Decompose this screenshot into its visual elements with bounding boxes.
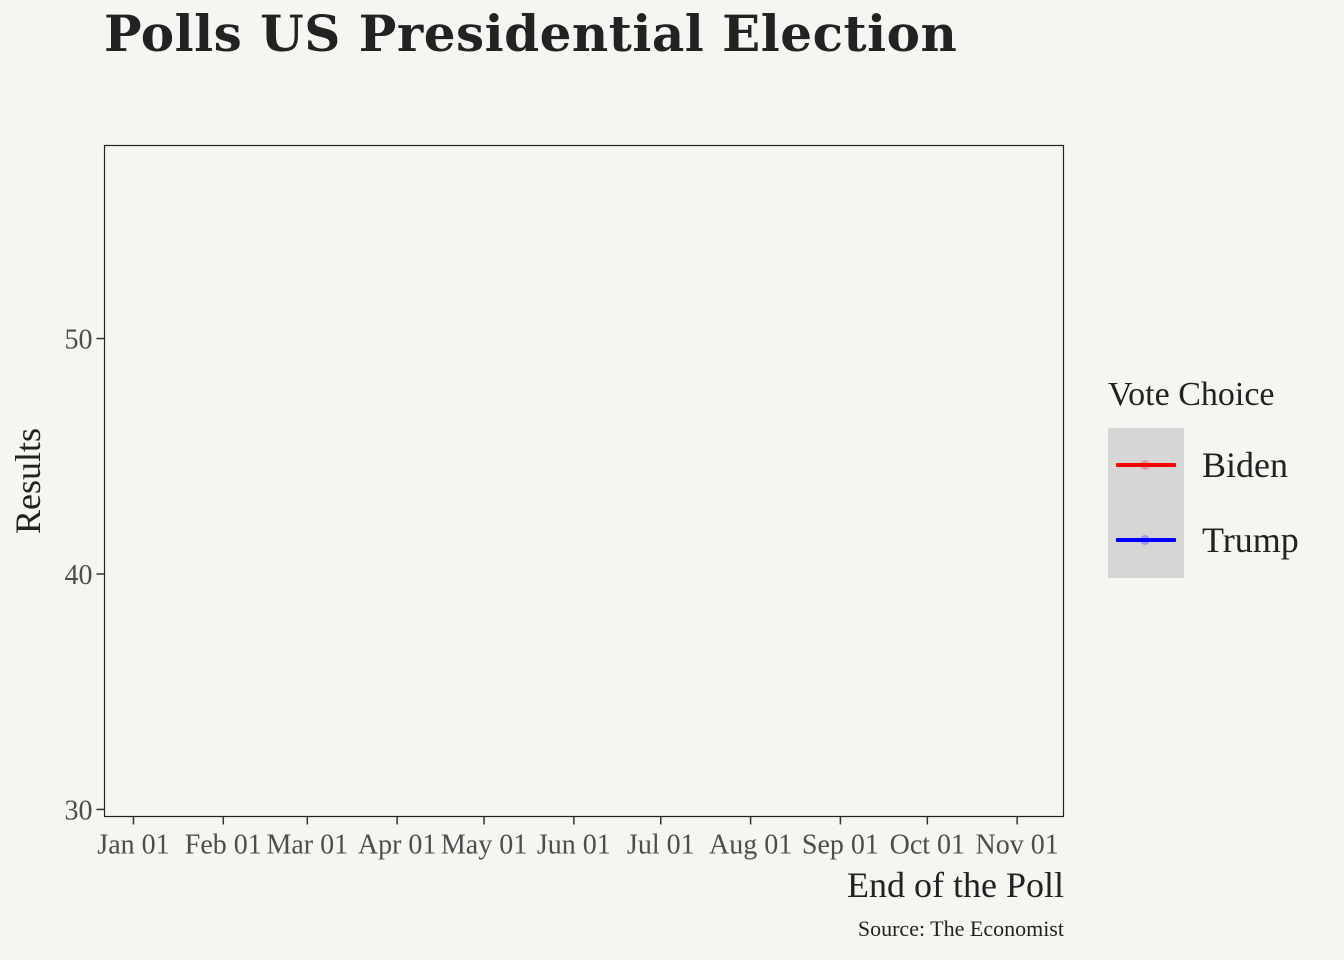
legend-point-trump [1140,535,1150,545]
x-tick-label: Apr 01 [358,830,437,861]
plot-panel [103,144,1065,818]
x-tick-label: Oct 01 [890,830,965,861]
x-tick-label: Feb 01 [185,830,262,861]
legend-labels: Biden Trump [1184,428,1299,578]
chart-title: Polls US Presidential Election [104,4,958,63]
legend-entries: Biden Trump [1108,428,1299,578]
legend-key-box [1108,428,1184,578]
x-tick-label: Jan 01 [97,830,169,861]
x-tick-label: May 01 [441,830,527,861]
legend-key-biden [1108,428,1184,503]
y-tick-label: 30 [65,795,93,826]
chart-caption: Source: The Economist [857,916,1064,941]
x-tick-label: Jul 01 [627,830,695,861]
legend-line-trump [1116,538,1176,542]
legend-title: Vote Choice [1108,376,1275,413]
legend-key-trump [1108,503,1184,578]
x-axis-title: End of the Poll [847,865,1064,905]
x-tick-label: Nov 01 [976,830,1059,861]
x-tick-label: Sep 01 [802,830,879,861]
legend-label-biden: Biden [1202,445,1288,485]
x-tick-label: Aug 01 [709,830,792,861]
legend-line-biden [1116,463,1176,467]
y-tick-label: 40 [65,560,93,591]
y-tick-label: 50 [65,325,93,356]
x-tick-label: Jun 01 [537,830,611,861]
legend-label-trump: Trump [1202,520,1299,560]
legend-point-biden [1140,460,1150,470]
x-axis: Jan 01 Feb 01 Mar 01 Apr 01 May 01 Jun 01 Jul … [97,816,1059,861]
y-axis: 30 40 50 [65,325,105,826]
x-tick-label: Mar 01 [266,830,348,861]
y-axis-title: Results [8,427,48,535]
legend: Vote Choice Biden Trump [1108,376,1299,578]
